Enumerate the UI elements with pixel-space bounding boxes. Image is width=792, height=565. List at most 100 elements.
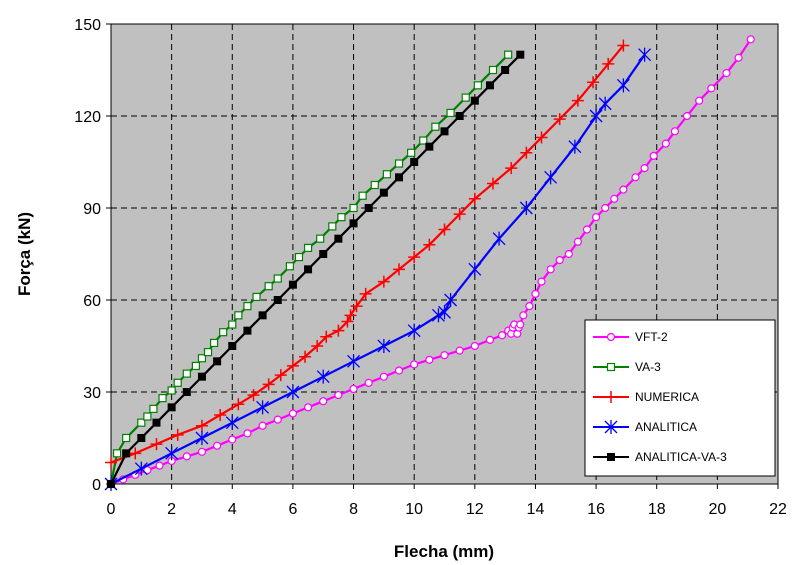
y-tick-label: 60 [83,293,101,310]
data-point-vft-2 [243,429,252,438]
data-point-vft-2 [519,311,528,320]
data-point-vft-2 [695,96,704,105]
y-tick-label: 30 [83,385,101,402]
data-point-numerica [587,76,600,89]
data-point-va-3 [158,394,167,403]
data-point-va-3 [112,449,122,458]
data-point-vft-2 [288,409,298,418]
data-point-numerica [195,419,208,432]
series-line-analitica-va-3 [110,53,522,485]
data-point-analitica [377,339,391,353]
y-tick-label: 120 [74,109,101,126]
data-point-analitica [256,400,270,415]
data-point-numerica [520,146,533,159]
data-point-vft-2 [197,447,207,456]
data-point-analitica-va-3 [288,280,297,289]
data-point-vft-2 [455,346,464,355]
data-point-va-3 [191,361,200,371]
data-point-numerica [377,275,390,288]
data-point-va-3 [234,311,243,320]
data-point-analitica-va-3 [379,188,388,197]
data-point-va-3 [349,203,358,213]
data-point-vft-2 [319,397,328,406]
data-point-vft-2 [258,421,267,430]
data-point-vft-2 [516,320,525,329]
data-point-vft-2 [631,173,640,182]
data-point-va-3 [243,302,252,311]
data-point-va-3 [285,262,294,271]
data-point-analitica-va-3 [304,265,313,274]
data-point-va-3 [473,81,482,90]
x-tick-label: 12 [466,501,484,518]
legend-marker-vft-2 [606,332,616,342]
data-point-vft-2 [470,341,479,351]
data-point-analitica-va-3 [258,311,267,320]
legend-label-numerica: NUMERICA [635,390,699,404]
legend-marker-numerica [605,391,617,403]
data-point-analitica-va-3 [485,81,494,90]
series-numerica [105,39,630,469]
data-point-numerica [262,378,275,391]
data-point-vft-2 [573,237,583,246]
data-point-analitica-va-3 [440,127,449,136]
data-point-analitica [347,354,361,369]
data-point-numerica [214,409,227,421]
data-point-numerica [553,113,566,126]
data-point-numerica [359,287,372,300]
x-tick-label: 6 [288,501,297,518]
legend-label-vft-2: VFT-2 [635,330,668,344]
series-va-3 [106,50,513,489]
data-point-vft-2 [619,185,628,194]
data-point-numerica [299,350,312,363]
data-point-analitica [638,47,652,62]
data-point-vft-2 [661,139,670,148]
data-point-vft-2 [394,366,404,375]
data-point-va-3 [149,404,158,413]
data-point-analitica [407,323,421,338]
data-point-vft-2 [425,355,434,364]
data-point-va-3 [219,328,228,337]
data-point-numerica [617,39,630,52]
data-point-numerica [505,162,518,175]
data-point-vft-2 [722,68,731,78]
data-point-numerica [438,223,451,236]
data-point-vft-2 [601,203,610,213]
data-point-analitica-va-3 [470,96,479,105]
x-tick-label: 2 [167,501,176,518]
data-point-va-3 [394,159,404,168]
data-point-analitica [444,293,458,307]
data-point-numerica [350,300,363,313]
data-point-vft-2 [410,360,419,369]
data-point-vft-2 [640,164,649,173]
data-point-vft-2 [155,461,164,470]
legend: VFT-2 VA-3 NUMERICA ANALITICA ANALITICA-VA-3 [584,319,776,477]
x-tick-label: 8 [349,501,358,518]
data-point-va-3 [358,191,367,200]
data-point-va-3 [252,292,261,302]
data-point-numerica [171,428,184,441]
data-point-vft-2 [531,289,540,298]
data-point-va-3 [137,418,146,427]
data-point-numerica [535,131,548,144]
data-point-vft-2 [303,403,313,412]
data-point-va-3 [316,234,325,243]
data-point-va-3 [488,65,498,75]
data-point-vft-2 [228,435,237,444]
data-point-vft-2 [440,351,449,360]
data-point-analitica-va-3 [167,403,176,412]
data-point-va-3 [228,320,237,329]
data-point-analitica-va-3 [395,173,404,182]
data-point-vft-2 [498,331,507,340]
data-point-va-3 [461,93,470,102]
data-point-analitica [519,201,533,215]
data-point-analitica [431,308,445,323]
data-point-va-3 [446,108,455,118]
data-point-analitica-va-3 [243,326,252,335]
data-point-analitica-va-3 [425,142,434,151]
data-point-vft-2 [334,390,343,400]
x-tick-label: 16 [587,501,605,518]
y-tick-label: 0 [92,477,101,494]
data-point-analitica-va-3 [273,296,282,304]
data-point-va-3 [173,378,182,387]
legend-label-analitica-va-3: ANALITICA-VA-3 [635,450,727,464]
